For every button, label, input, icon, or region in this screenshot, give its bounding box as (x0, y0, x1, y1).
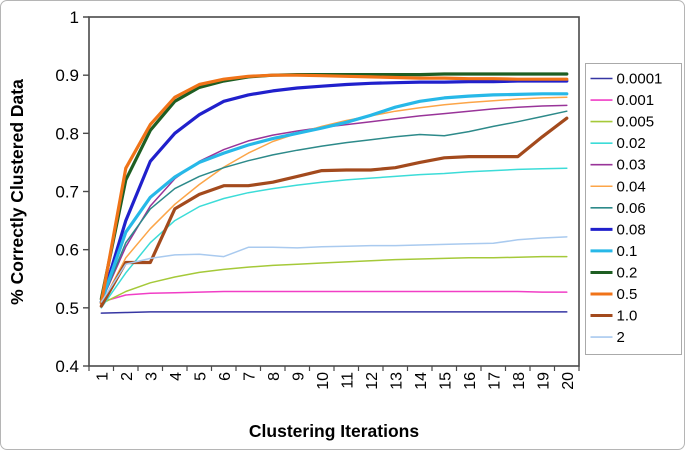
legend-item: 0.03 (590, 157, 646, 174)
legend-item: 0.2 (590, 264, 638, 281)
x-tick-label: 8 (266, 372, 283, 381)
x-tick-label: 12 (364, 372, 381, 390)
legend-label-0.2: 0.2 (617, 264, 638, 281)
x-tick-label: 5 (192, 372, 209, 381)
legend-label-0.1: 0.1 (617, 243, 638, 260)
legend-label-0.06: 0.06 (617, 200, 646, 217)
legend-item: 0.005 (590, 114, 655, 131)
legend-label-1.0: 1.0 (617, 308, 638, 325)
series-line-0.02 (100, 167, 568, 309)
legend: 0.0001 0.001 0.005 0.02 0.03 0.04 0.06 0.08 0.1 0… (585, 63, 682, 355)
series-line-0.0001 (100, 311, 568, 314)
series-line-0.001 (100, 290, 568, 303)
y-tick-label: 0.9 (55, 66, 79, 85)
x-tick-label: 9 (290, 372, 307, 381)
series-line-0.1 (99, 92, 569, 304)
y-tick-label: 0.4 (55, 357, 79, 376)
legend-item: 0.04 (590, 178, 646, 195)
x-tick-label: 11 (339, 372, 356, 389)
legend-label-0.04: 0.04 (617, 178, 646, 195)
legend-label-0.005: 0.005 (617, 114, 655, 131)
legend-item: 0.1 (590, 243, 638, 260)
x-tick-label: 6 (217, 372, 234, 381)
x-tick-label: 14 (413, 372, 430, 390)
legend-label-0.001: 0.001 (617, 92, 655, 109)
legend-item: 0.02 (590, 135, 646, 152)
series-line-0.03 (100, 104, 568, 303)
y-tick-label: 0.7 (55, 183, 79, 202)
legend-item: 0.5 (590, 286, 638, 303)
legend-label-0.03: 0.03 (617, 157, 646, 174)
legend-label-0.0001: 0.0001 (617, 71, 663, 88)
series-line-0.2 (99, 72, 569, 301)
x-tick-label: 7 (241, 372, 258, 381)
y-axis: 1 0.9 0.8 0.7 0.6 0.5 0.4 (55, 8, 89, 376)
legend-label-0.5: 0.5 (617, 286, 638, 303)
x-tick-label: 13 (388, 372, 405, 390)
legend-item: 0.08 (590, 221, 646, 238)
x-tick-label: 20 (560, 372, 577, 390)
x-tick-label: 19 (535, 372, 552, 390)
x-tick-label: 2 (119, 372, 136, 381)
x-tick-label: 16 (462, 372, 479, 390)
legend-item: 1.0 (590, 308, 638, 325)
legend-item: 0.06 (590, 200, 646, 217)
legend-label-0.08: 0.08 (617, 221, 646, 238)
legend-item: 0.0001 (590, 71, 663, 88)
series-line-0.08 (99, 79, 569, 304)
x-tick-label: 10 (315, 372, 332, 390)
series-line-0.06 (100, 110, 568, 303)
x-tick-label: 17 (486, 372, 503, 390)
y-tick-label: 1 (70, 8, 79, 27)
legend-label-0.02: 0.02 (617, 135, 646, 152)
legend-label-2: 2 (617, 329, 625, 346)
y-tick-label: 0.8 (55, 124, 79, 143)
legend-box (585, 63, 682, 355)
legend-item: 0.001 (590, 92, 655, 109)
series-line-2 (100, 236, 568, 303)
series-line-0.005 (100, 255, 568, 305)
x-axis: 1 2 3 4 5 6 7 8 9 10 11 12 13 14 15 16 17 18 19 20 (88, 366, 580, 390)
legend-item: 2 (590, 329, 625, 346)
x-tick-label: 18 (511, 372, 528, 390)
x-axis-title: Clustering Iterations (249, 421, 419, 441)
series-line-0.5 (99, 73, 569, 305)
x-tick-label: 4 (168, 372, 185, 381)
series-line-0.04 (100, 96, 568, 306)
series-line-1.0 (99, 116, 569, 308)
y-tick-label: 0.5 (55, 299, 79, 318)
series-lines (99, 72, 569, 314)
x-tick-label: 15 (437, 372, 454, 390)
y-tick-label: 0.6 (55, 241, 79, 260)
x-tick-label: 3 (143, 372, 160, 381)
x-tick-label: 1 (94, 372, 111, 381)
y-axis-title: % Correctly Clustered Data (7, 79, 27, 305)
